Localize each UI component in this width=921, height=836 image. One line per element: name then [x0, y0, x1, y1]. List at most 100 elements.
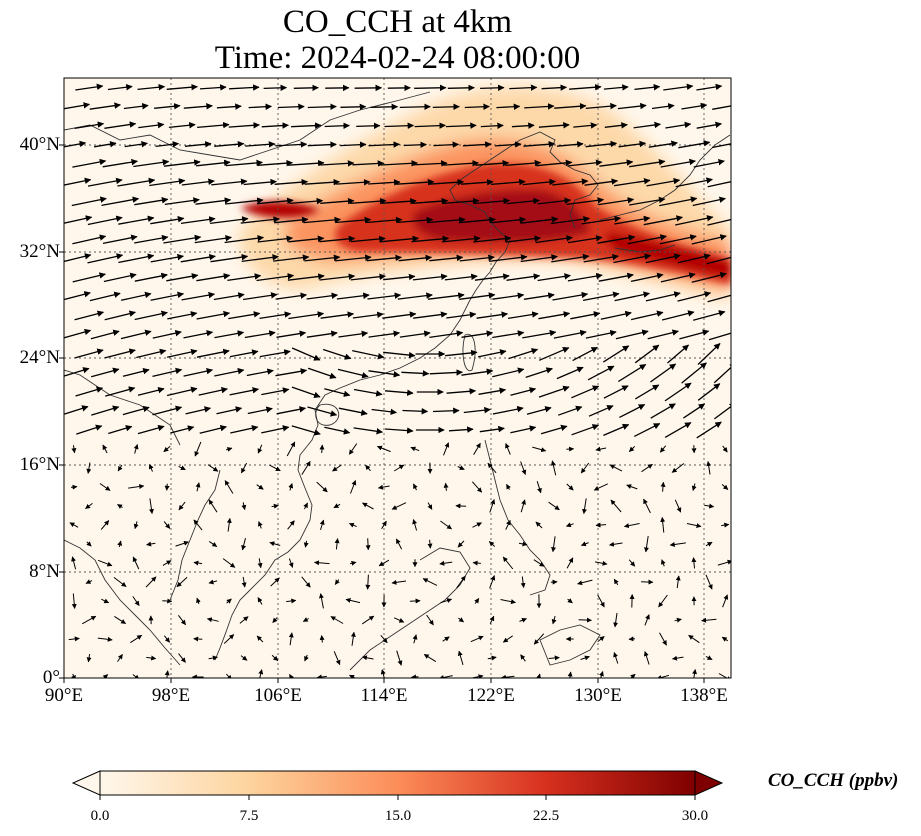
- wind-arrow: [333, 651, 341, 666]
- wind-arrow: [585, 102, 617, 110]
- wind-arrow: [432, 407, 460, 414]
- wind-arrow: [712, 143, 731, 149]
- wind-arrow: [626, 484, 638, 490]
- wind-arrow: [85, 579, 93, 584]
- wind-arrow: [183, 367, 214, 377]
- wind-arrow: [480, 84, 505, 92]
- wind-arrow: [273, 254, 310, 262]
- wind-arrow: [721, 484, 729, 490]
- wind-arrow: [457, 540, 465, 548]
- coastlines: [64, 91, 731, 671]
- wind-arrow: [134, 234, 169, 244]
- wind-arrow: [345, 597, 361, 604]
- wind-arrow: [691, 234, 727, 245]
- wind-arrow: [506, 197, 540, 205]
- wind-arrow: [314, 560, 330, 566]
- wind-arrow: [226, 598, 232, 604]
- wind-arrow: [180, 253, 216, 263]
- wind-arrow: [502, 556, 514, 570]
- wind-arrow: [288, 159, 325, 167]
- wind-arrow: [333, 503, 341, 509]
- wind-arrow: [597, 594, 605, 608]
- wind-arrow: [480, 122, 504, 129]
- wind-arrow: [585, 329, 617, 339]
- wind-arrow: [458, 216, 496, 224]
- wind-arrow: [556, 366, 584, 380]
- wind-arrow: [75, 386, 104, 397]
- wind-arrow: [717, 559, 731, 566]
- wind-arrow: [340, 103, 367, 111]
- wind-arrow: [332, 464, 342, 472]
- wind-arrow: [688, 634, 700, 644]
- wind-arrow: [584, 178, 619, 186]
- wind-arrow: [274, 216, 309, 224]
- wind-arrow: [522, 178, 556, 186]
- wind-arrow: [412, 160, 448, 167]
- wind-arrow: [164, 483, 170, 491]
- wind-arrow: [349, 560, 357, 566]
- wind-arrow: [697, 343, 721, 365]
- wind-arrow: [164, 670, 170, 678]
- wind-arrow: [443, 160, 479, 167]
- wind-arrow: [70, 484, 78, 490]
- wind-arrow: [178, 501, 186, 511]
- lat-tick-label: 0°: [42, 667, 60, 688]
- wind-arrow: [489, 254, 528, 262]
- wind-arrow: [230, 425, 259, 434]
- wind-arrow: [645, 291, 681, 302]
- wind-arrow: [269, 541, 281, 547]
- wind-arrow: [427, 539, 433, 549]
- map-frame: [63, 77, 732, 679]
- wind-arrow: [240, 216, 280, 224]
- wind-arrow: [185, 406, 212, 415]
- wind-arrow: [595, 522, 607, 528]
- wind-arrow: [471, 481, 483, 493]
- wind-arrow: [572, 346, 598, 362]
- lat-tick-label: 8°N: [29, 561, 60, 582]
- wind-arrow: [414, 122, 446, 129]
- wind-arrow: [520, 461, 527, 475]
- wind-arrow: [439, 560, 453, 566]
- wind-arrow: [271, 654, 279, 662]
- wind-arrow: [523, 141, 556, 148]
- lat-tick-label: 24°N: [19, 347, 60, 368]
- wind-arrow: [154, 103, 181, 110]
- wind-arrow: [75, 83, 104, 91]
- wind-arrow: [693, 158, 725, 168]
- wind-arrow: [671, 463, 685, 473]
- wind-arrow: [102, 674, 109, 678]
- wind-arrow: [196, 597, 201, 605]
- wind-arrow: [91, 405, 120, 416]
- wind-arrow: [381, 520, 387, 530]
- wind-arrow: [536, 159, 573, 167]
- wind-arrow: [718, 673, 731, 678]
- wind-arrow: [645, 253, 681, 264]
- wind-arrow: [681, 102, 708, 110]
- wind-arrow: [330, 616, 344, 624]
- wind-arrow: [556, 141, 584, 148]
- wind-arrow: [391, 502, 407, 510]
- wind-arrow: [398, 254, 433, 262]
- wind-arrow: [677, 291, 712, 302]
- wind-arrow: [675, 177, 713, 188]
- wind-arrow: [600, 310, 632, 320]
- wind-arrow: [580, 655, 590, 661]
- wind-arrow: [365, 464, 371, 472]
- wind-arrow: [64, 253, 92, 263]
- wind-arrow: [426, 216, 466, 224]
- wind-arrow: [566, 483, 574, 491]
- wind-arrow: [93, 140, 117, 148]
- wind-arrow: [178, 653, 186, 663]
- wind-arrow: [183, 330, 214, 339]
- wind-arrow: [552, 291, 589, 301]
- wind-arrow: [628, 559, 636, 567]
- wind-arrow: [566, 557, 574, 569]
- wind-arrow: [598, 197, 635, 206]
- wind-arrow: [184, 141, 212, 148]
- wind-arrow: [532, 446, 547, 453]
- wind-arrow: [224, 235, 265, 244]
- wind-arrow: [241, 502, 247, 511]
- wind-arrow: [352, 311, 384, 319]
- wind-arrow: [615, 329, 649, 340]
- wind-arrow: [178, 465, 186, 471]
